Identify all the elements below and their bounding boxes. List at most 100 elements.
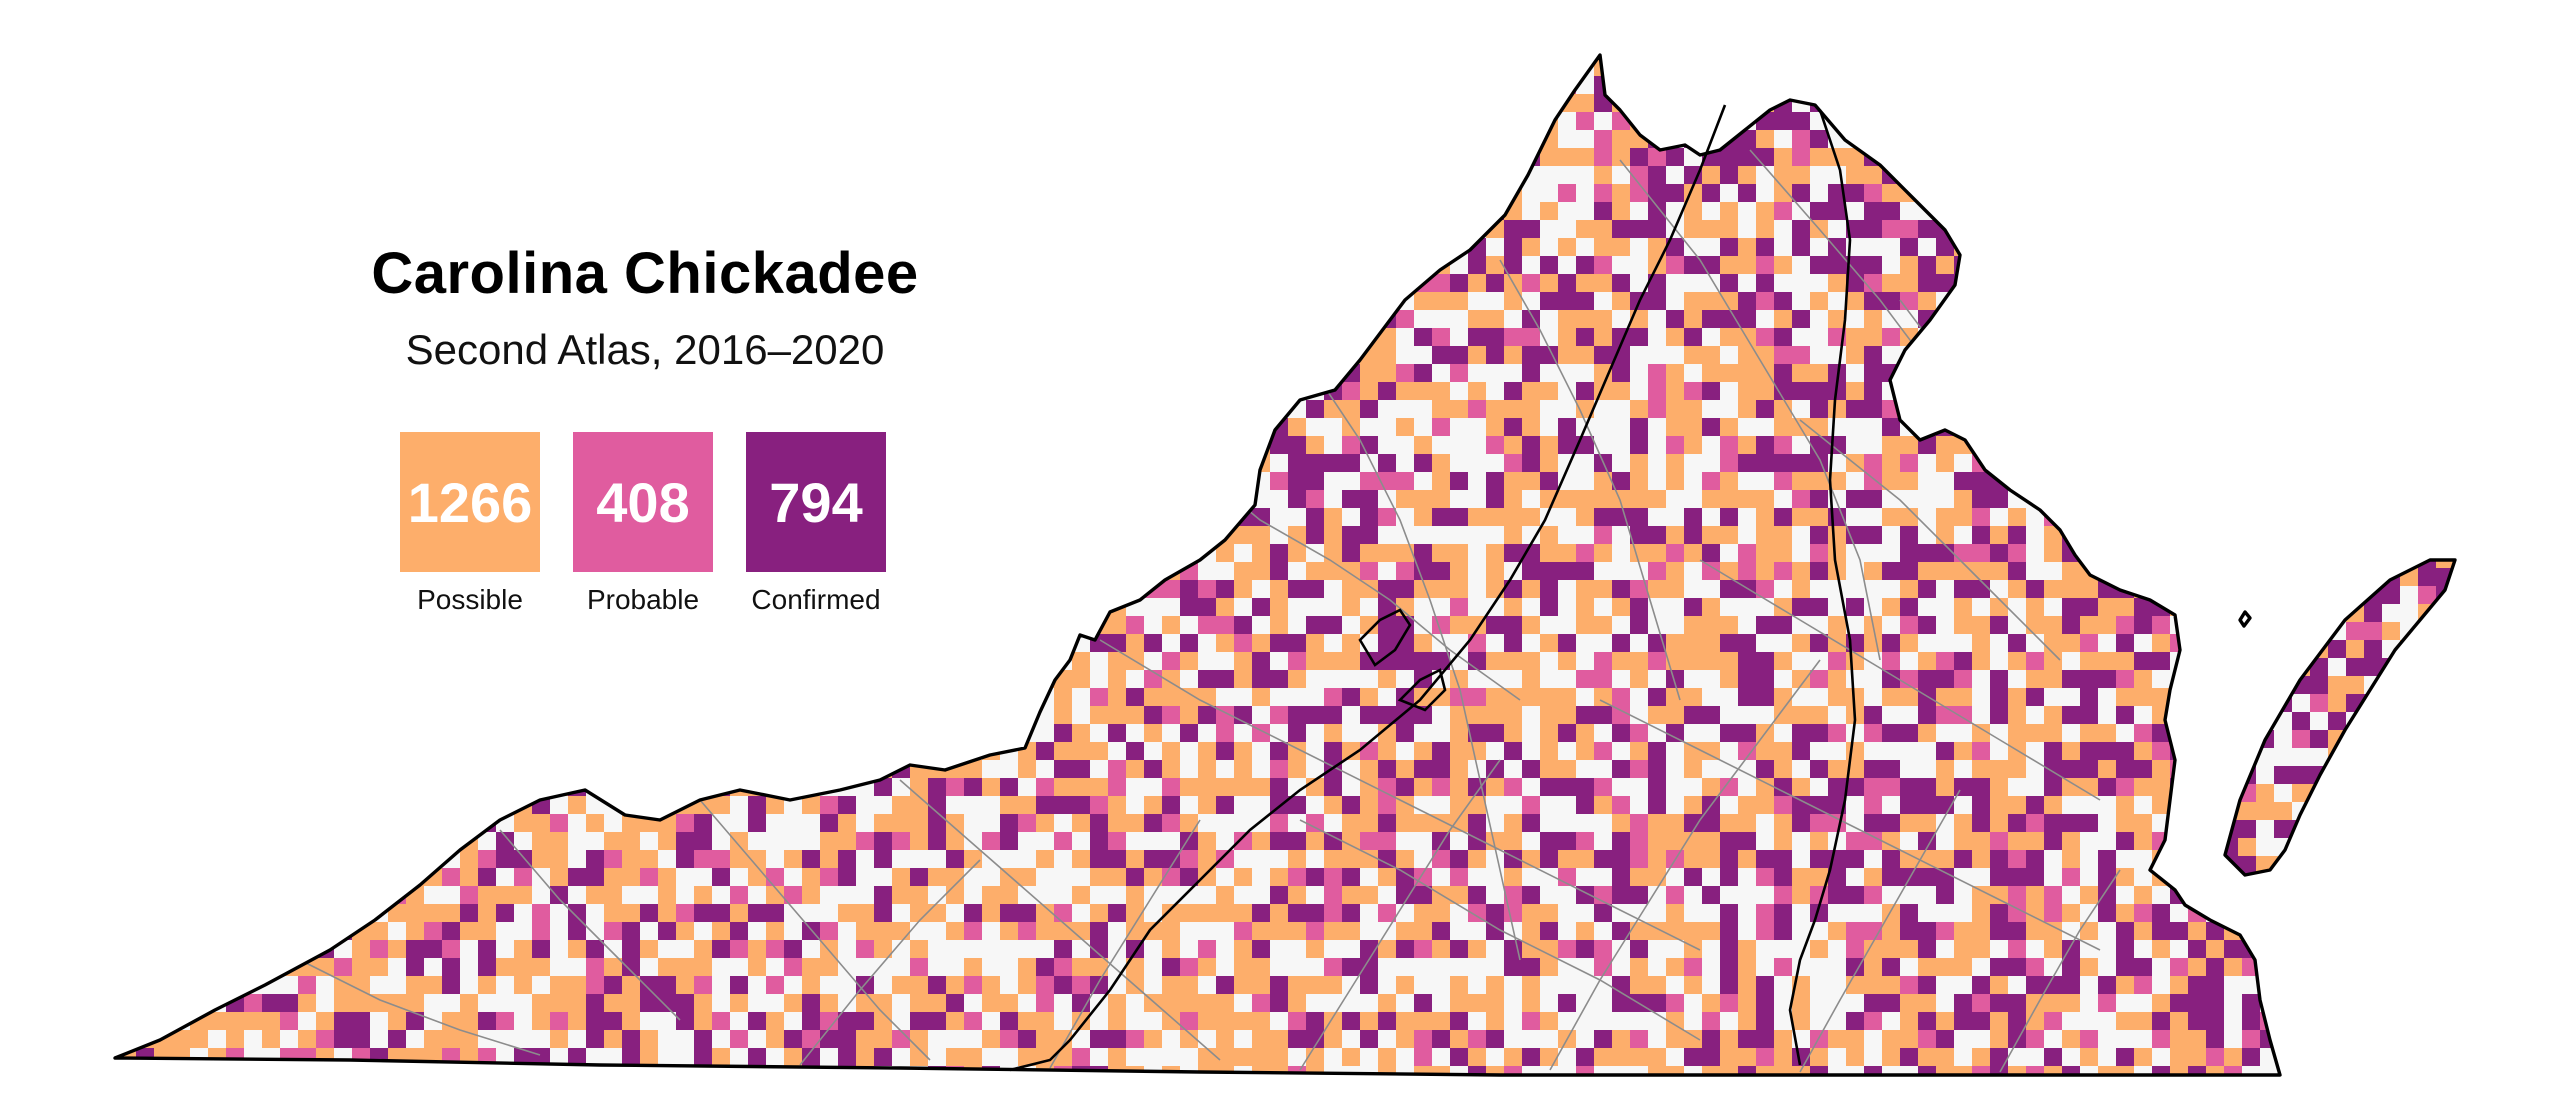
atlas-block [1612, 346, 1630, 364]
atlas-block [352, 940, 370, 958]
atlas-block [1396, 814, 1414, 832]
atlas-block [1828, 868, 1846, 886]
atlas-block [2188, 328, 2206, 346]
atlas-block [1468, 688, 1486, 706]
atlas-block [1108, 148, 1126, 166]
atlas-block [1612, 634, 1630, 652]
atlas-block [694, 652, 712, 670]
atlas-block [1756, 580, 1774, 598]
atlas-block [1198, 778, 1216, 796]
atlas-block [1090, 130, 1108, 148]
atlas-block [262, 1030, 280, 1048]
atlas-block [2382, 586, 2400, 604]
atlas-block [1450, 292, 1468, 310]
atlas-block [2026, 958, 2044, 976]
atlas-block [244, 670, 262, 688]
atlas-block [136, 526, 154, 544]
atlas-block [1000, 922, 1018, 940]
atlas-block [1504, 382, 1522, 400]
atlas-block [1468, 508, 1486, 526]
atlas-block [532, 904, 550, 922]
atlas-block [406, 55, 424, 58]
atlas-block [1648, 94, 1666, 112]
atlas-block [748, 940, 766, 958]
atlas-block [856, 1012, 874, 1030]
atlas-block [118, 904, 136, 922]
atlas-block [352, 1066, 370, 1075]
atlas-block [2062, 454, 2080, 472]
atlas-block [2116, 958, 2134, 976]
atlas-block [298, 778, 316, 796]
atlas-block [1018, 814, 1036, 832]
atlas-block [946, 706, 964, 724]
atlas-block [1540, 562, 1558, 580]
atlas-block [298, 616, 316, 634]
atlas-block [1342, 310, 1360, 328]
atlas-block [1414, 94, 1432, 112]
atlas-block [154, 472, 172, 490]
atlas-block [1072, 292, 1090, 310]
atlas-block [1072, 778, 1090, 796]
atlas-block [2206, 850, 2224, 868]
atlas-block [2364, 568, 2382, 586]
atlas-block [712, 652, 730, 670]
atlas-block [2238, 712, 2256, 730]
atlas-block [2008, 580, 2026, 598]
atlas-block [2134, 220, 2152, 238]
atlas-block [1000, 364, 1018, 382]
atlas-block [2098, 256, 2116, 274]
atlas-block [136, 616, 154, 634]
atlas-block [1558, 274, 1576, 292]
atlas-block [550, 868, 568, 886]
atlas-block [1720, 1066, 1738, 1075]
atlas-block [964, 472, 982, 490]
atlas-block [964, 616, 982, 634]
atlas-block [460, 58, 478, 76]
atlas-block [2134, 202, 2152, 220]
atlas-block [1540, 832, 1558, 850]
atlas-block [115, 652, 118, 670]
atlas-block [280, 1012, 298, 1030]
atlas-block [154, 490, 172, 508]
atlas-block [2044, 544, 2062, 562]
atlas-block [514, 166, 532, 184]
atlas-block [694, 850, 712, 868]
atlas-block [1018, 904, 1036, 922]
atlas-block [2080, 55, 2098, 58]
atlas-block [1414, 364, 1432, 382]
atlas-block [1000, 256, 1018, 274]
atlas-block [1720, 1084, 1738, 1102]
atlas-block [2242, 904, 2260, 922]
atlas-block [2080, 94, 2098, 112]
atlas-block [2454, 712, 2455, 730]
atlas-block [1900, 508, 1918, 526]
atlas-block [244, 832, 262, 850]
atlas-block [2188, 220, 2206, 238]
atlas-block [766, 55, 784, 58]
atlas-block [1648, 850, 1666, 868]
atlas-block [586, 1084, 604, 1102]
atlas-block [1126, 238, 1144, 256]
atlas-block [1810, 760, 1828, 778]
atlas-block [514, 220, 532, 238]
atlas-block [658, 742, 676, 760]
atlas-block [856, 940, 874, 958]
atlas-block [1990, 850, 2008, 868]
atlas-block [550, 58, 568, 76]
atlas-block [1162, 112, 1180, 130]
atlas-block [2454, 676, 2455, 694]
atlas-block [478, 55, 496, 58]
atlas-block [2328, 676, 2346, 694]
atlas-block [2188, 58, 2206, 76]
atlas-block [1558, 634, 1576, 652]
atlas-block [1180, 292, 1198, 310]
atlas-block [1306, 1066, 1324, 1075]
atlas-block [2008, 94, 2026, 112]
atlas-block [154, 1012, 172, 1030]
atlas-block [1810, 562, 1828, 580]
atlas-block [2152, 742, 2170, 760]
atlas-block [2328, 694, 2346, 712]
atlas-block [2062, 472, 2080, 490]
atlas-block [2206, 940, 2224, 958]
atlas-block [1126, 328, 1144, 346]
